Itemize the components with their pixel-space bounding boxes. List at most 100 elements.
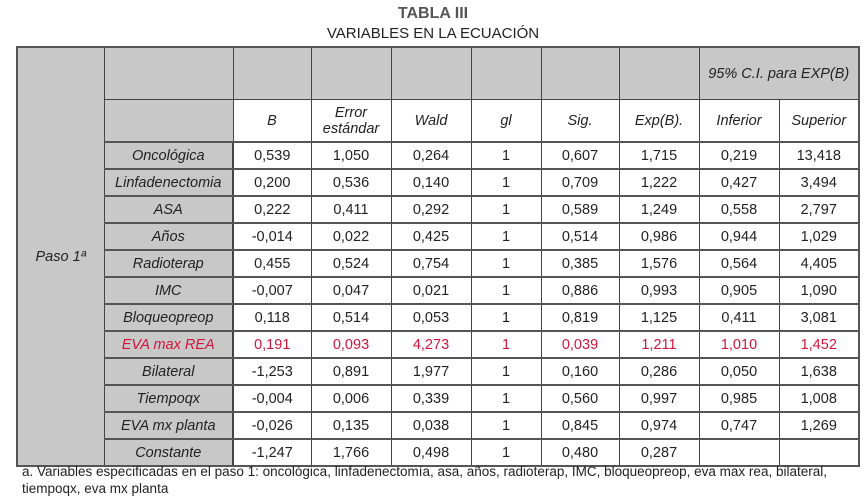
table-cell: 0,427 — [698, 168, 780, 197]
table-row: Años -0,014 0,022 0,425 1 0,514 0,986 0,944 1,02… — [17, 222, 860, 251]
table-cell: 1,766 — [310, 438, 392, 467]
row-label: Radioterap — [103, 249, 234, 278]
table-cell: 1,638 — [778, 357, 860, 386]
table-cell: 0,219 — [698, 141, 780, 170]
table-cell: 1,269 — [778, 411, 860, 440]
table-row: Linfadenectomia 0,200 0,536 0,140 1 0,709 1,22… — [17, 168, 860, 197]
table-cell: 0,891 — [310, 357, 392, 386]
column-header: B — [232, 99, 312, 143]
table-cell: 1 — [470, 276, 542, 305]
table-cell: 13,418 — [778, 141, 860, 170]
table-cell: 1,452 — [778, 330, 860, 359]
table-cell: 1 — [470, 168, 542, 197]
table-cell: 0,524 — [310, 249, 392, 278]
table-row: Tiempoqx -0,004 0,006 0,339 1 0,560 0,997 0,985… — [17, 384, 860, 413]
table-cell: 0,514 — [540, 222, 620, 251]
table-cell: 0,050 — [698, 357, 780, 386]
column-header: gl — [470, 99, 542, 143]
table-cell: 0,118 — [232, 303, 312, 332]
table-cell: 2,797 — [778, 195, 860, 224]
table-cell: 1 — [470, 249, 542, 278]
table-row: Radioterap 0,455 0,524 0,754 1 0,385 1,576 0,56… — [17, 249, 860, 278]
table-cell: 1,050 — [310, 141, 392, 170]
table-cell: -0,014 — [232, 222, 312, 251]
table-cell: 1,249 — [618, 195, 700, 224]
table-cell: 0,747 — [698, 411, 780, 440]
table-cell: 0,039 — [540, 330, 620, 359]
table-cell: 1 — [470, 411, 542, 440]
table-cell: 0,886 — [540, 276, 620, 305]
table-cell: 0,536 — [310, 168, 392, 197]
table-cell: 0,006 — [310, 384, 392, 413]
table-cell: 1,090 — [778, 276, 860, 305]
table-cell: 0,287 — [618, 438, 700, 467]
table-row: IMC -0,007 0,047 0,021 1 0,886 0,993 0,905 1,090 — [17, 276, 860, 305]
table-cell: 1,125 — [618, 303, 700, 332]
table-cell: 1,010 — [698, 330, 780, 359]
table-cell: 0,514 — [310, 303, 392, 332]
table-row: Oncológica 0,539 1,050 0,264 1 0,607 1,715 0,21… — [17, 141, 860, 170]
row-label: Tiempoqx — [103, 384, 234, 413]
table-cell: 0,222 — [232, 195, 312, 224]
table-cell: 1,211 — [618, 330, 700, 359]
table-cell: 0,905 — [698, 276, 780, 305]
table-cell: 0,819 — [540, 303, 620, 332]
table-cell — [698, 438, 780, 467]
column-header: Superior — [778, 99, 860, 143]
row-label: Bloqueopreop — [103, 303, 234, 332]
column-header: Inferior — [698, 99, 780, 143]
table-cell: 1,008 — [778, 384, 860, 413]
table-cell: -0,026 — [232, 411, 312, 440]
table-cell: 0,480 — [540, 438, 620, 467]
row-label: Constante — [103, 438, 234, 467]
table-cell: 4,405 — [778, 249, 860, 278]
row-label: Años — [103, 222, 234, 251]
table-cell: 0,135 — [310, 411, 392, 440]
table-cell: 0,191 — [232, 330, 312, 359]
table-subtitle: VARIABLES EN LA ECUACIÓN — [326, 25, 540, 42]
table-cell: 0,411 — [698, 303, 780, 332]
table-cell: 0,053 — [390, 303, 472, 332]
table-row: EVA max REA 0,191 0,093 4,273 1 0,039 1,211 1,0… — [17, 330, 860, 359]
row-label: ASA — [103, 195, 234, 224]
table-cell: 0,385 — [540, 249, 620, 278]
table-cell: 0,986 — [618, 222, 700, 251]
table-cell: 1 — [470, 384, 542, 413]
table-cell: 0,985 — [698, 384, 780, 413]
table-cell: 0,292 — [390, 195, 472, 224]
table-cell: 0,200 — [232, 168, 312, 197]
footnote: a. Variables especificadas en el paso 1:… — [22, 464, 827, 496]
table-cell: 0,709 — [540, 168, 620, 197]
table-cell: 1 — [470, 357, 542, 386]
column-header: Exp(B). — [618, 99, 700, 143]
row-label: EVA mx planta — [103, 411, 234, 440]
table-cell: 1 — [470, 222, 542, 251]
table-cell: 0,286 — [618, 357, 700, 386]
table-row: ASA 0,222 0,411 0,292 1 0,589 1,249 0,558 2,797 — [17, 195, 860, 224]
table-cell: 1 — [470, 330, 542, 359]
table-cell: 0,754 — [390, 249, 472, 278]
variables-table: Paso 1ª 95% C.I. para EXP(B) B Error está… — [16, 46, 860, 467]
table-cell: 1,715 — [618, 141, 700, 170]
table-cell: 1 — [470, 303, 542, 332]
table-cell: -1,247 — [232, 438, 312, 467]
row-label: Bilateral — [103, 357, 234, 386]
table-cell: 0,498 — [390, 438, 472, 467]
table-cell: 0,425 — [390, 222, 472, 251]
table-cell: 3,081 — [778, 303, 860, 332]
table-cell: -1,253 — [232, 357, 312, 386]
column-header: Error estándar — [310, 99, 392, 143]
table-cell: 0,455 — [232, 249, 312, 278]
ci-group-header: 95% C.I. para EXP(B) — [698, 46, 860, 100]
table-cell: 0,022 — [310, 222, 392, 251]
table-cell: 1 — [470, 195, 542, 224]
table-cell: 0,339 — [390, 384, 472, 413]
table-cell: 1,977 — [390, 357, 472, 386]
table-cell: 4,273 — [390, 330, 472, 359]
table-cell: 0,140 — [390, 168, 472, 197]
table-cell: 1 — [470, 438, 542, 467]
table-row: Constante -1,247 1,766 0,498 1 0,480 0,287 — [17, 438, 860, 467]
header-row-2: B Error estándar Wald gl Sig. Exp(B). Inferior… — [17, 99, 860, 143]
table-cell: 3,494 — [778, 168, 860, 197]
header-row-1: Paso 1ª 95% C.I. para EXP(B) — [16, 46, 860, 467]
